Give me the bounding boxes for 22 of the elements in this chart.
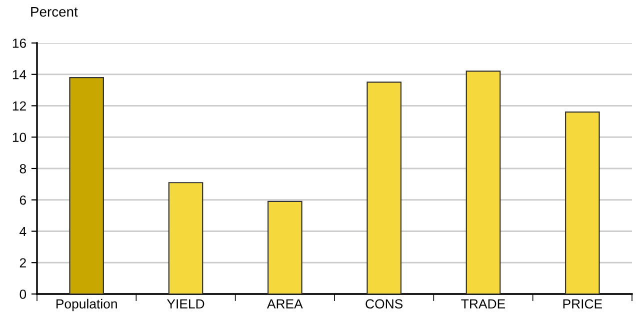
y-tick-label: 10 — [12, 132, 26, 142]
bar — [69, 76, 104, 294]
y-tick-label: 16 — [12, 38, 26, 48]
x-tick-label: TRADE — [461, 299, 506, 308]
x-tick-label: Population — [56, 298, 117, 312]
x-tick-label: PRICE — [563, 299, 602, 309]
bar — [565, 111, 600, 294]
bar — [168, 182, 204, 294]
y-tick-label: 12 — [12, 101, 26, 111]
y-tick-label: 8 — [20, 164, 26, 174]
bar — [466, 70, 501, 294]
y-tick-label: 6 — [20, 195, 26, 205]
bar — [366, 82, 402, 294]
y-tick-label: 2 — [20, 258, 26, 268]
y-tick-label: 4 — [20, 226, 26, 236]
bar — [268, 200, 302, 294]
x-tick-label: YIELD — [166, 299, 204, 308]
x-tick-label: CONS — [366, 299, 403, 309]
y-axis-title: Percent — [31, 7, 78, 17]
y-tick-label: 0 — [20, 290, 26, 299]
y-tick-label: 14 — [12, 70, 26, 80]
x-tick-label: AREA — [266, 299, 303, 308]
